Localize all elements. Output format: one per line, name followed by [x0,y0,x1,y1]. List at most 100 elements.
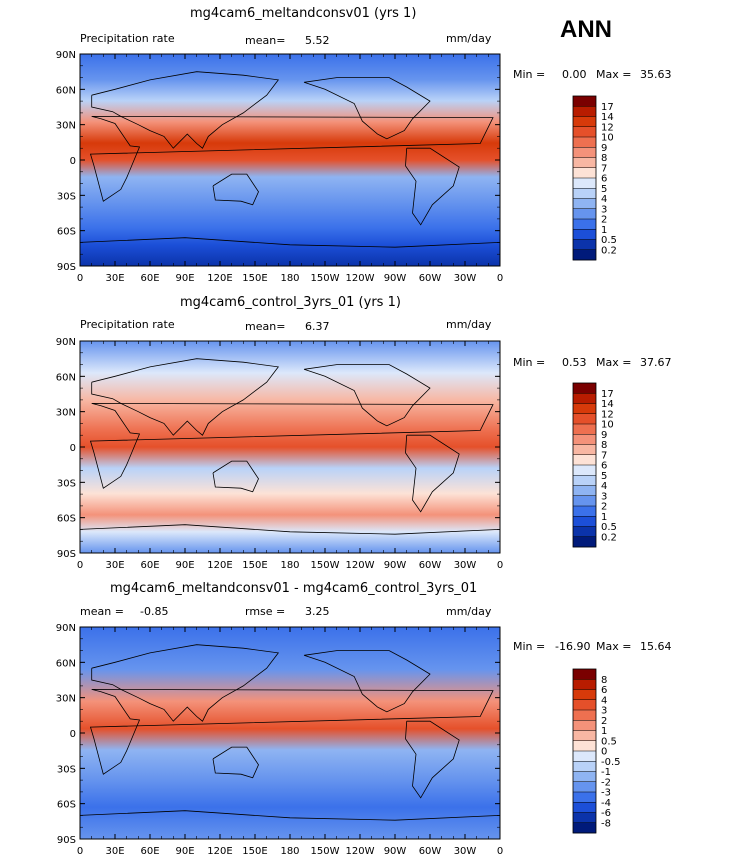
colorbar-label: 2 [601,716,607,727]
colorbar-swatch [573,219,596,230]
colorbar-label: -1 [601,767,611,778]
colorbar-label: 3 [601,706,607,717]
lon-tick-label: 120W [346,560,375,571]
panel-1-min-label: Min = [513,68,546,81]
lon-tick-label: 90E [175,560,194,571]
colorbar-swatch [573,208,596,220]
colorbar-label: -2 [601,777,611,788]
colorbar-label: -8 [601,818,611,829]
colorbar-swatch [573,536,596,548]
lon-tick-label: 90W [384,846,407,857]
lon-tick-label: 150E [242,560,267,571]
colorbar-label: 10 [601,420,614,431]
lon-tick-label: 30E [105,273,124,284]
panel-3-rmse-label: rmse = [245,605,286,618]
panel-1-min-value: 0.00 [562,68,587,81]
colorbar-label: 5 [601,184,607,195]
colorbar-label: 17 [601,102,614,113]
colorbar-label: 3 [601,204,607,215]
colorbar-label: 0 [601,747,607,758]
colorbar-label: 8 [601,675,607,686]
colorbar-swatch [573,710,596,721]
panel-3-min-label: Min = [513,640,546,653]
precip-field [80,627,500,839]
colorbar-swatch [573,771,596,783]
colorbar-label: 3 [601,491,607,502]
colorbar-label: 0.5 [601,736,617,747]
lon-tick-label: 90W [384,273,407,284]
colorbar-label: 1 [601,726,607,737]
lon-tick-label: 150W [311,846,340,857]
colorbar-label: 5 [601,471,607,482]
colorbar-swatch [573,229,596,240]
precip-field [80,54,500,266]
panel-2-mean-value: 6.37 [305,320,330,333]
lon-tick-label: 180 [280,273,299,284]
lon-tick-label: 0 [497,560,503,571]
colorbar-swatch [573,116,596,128]
colorbar-label: 6 [601,461,607,472]
coastlines [79,71,501,248]
panel-3-max-label: Max = [596,640,632,653]
colorbar-swatch [573,249,596,261]
colorbar-swatch [573,792,596,803]
colorbar-label: -6 [601,808,611,819]
lon-tick-label: 150W [311,273,340,284]
colorbar-swatch [573,761,596,772]
colorbar-swatch [573,506,596,517]
colorbar-swatch [573,106,596,117]
panel-2-max-value: 37.67 [640,356,672,369]
panel-2-units: mm/day [446,318,492,331]
colorbar-label: 9 [601,430,607,441]
colorbar-label: 1 [601,225,607,236]
colorbar-swatch [573,822,596,834]
coastlines [79,358,501,535]
colorbar-swatch [573,198,596,210]
lon-tick-label: 120E [207,846,232,857]
colorbar-swatch [573,730,596,742]
colorbar-swatch [573,475,596,486]
season-label: ANN [560,16,612,43]
panel-2-min-value: 0.53 [562,356,587,369]
lat-tick-label: 0 [70,443,76,454]
colorbar-label: 12 [601,122,614,133]
colorbar-label: 2 [601,502,607,513]
panel-1-title: mg4cam6_meltandconsv01 (yrs 1) [190,6,417,21]
lat-tick-label: 60N [56,658,76,669]
colorbar-swatch [573,812,596,824]
lon-tick-label: 60W [419,273,442,284]
colorbar-label: 6 [601,174,607,185]
panel-1-mean-label: mean= [245,34,286,47]
lon-tick-label: 0 [497,273,503,284]
coastlines [79,644,501,821]
colorbar-swatch [573,485,596,497]
colorbar-swatch [573,96,596,107]
lon-tick-label: 120E [207,560,232,571]
lat-tick-label: 30N [56,694,76,705]
panel-2-mean-label: mean= [245,320,286,333]
panel-3-rmse-value: 3.25 [305,605,330,618]
lat-tick-label: 90S [57,549,76,560]
lon-tick-label: 30W [454,846,477,857]
colorbar-label: 17 [601,389,614,400]
lon-tick-label: 60E [140,560,159,571]
lat-tick-label: 60S [57,514,76,525]
colorbar-label: 8 [601,153,607,164]
colorbar-swatch [573,699,596,711]
lon-tick-label: 90E [175,846,194,857]
lat-tick-label: 90N [56,337,76,348]
lat-tick-label: 0 [70,156,76,167]
lon-tick-label: 150E [242,846,267,857]
panel-3-mean-value: -0.85 [140,605,169,618]
colorbar-swatch [573,526,596,538]
colorbar-label: 7 [601,450,607,461]
lon-tick-label: 30E [105,560,124,571]
colorbar-swatch [573,495,596,507]
colorbar-swatch [573,689,596,701]
panel-3-min-value: -16.90 [555,640,591,653]
